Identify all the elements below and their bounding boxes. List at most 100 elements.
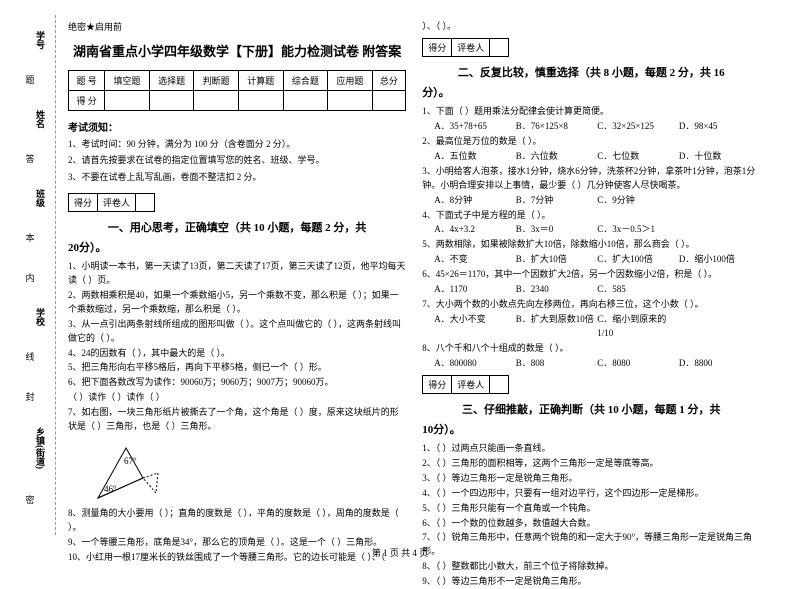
triangle-svg <box>88 438 168 503</box>
paper-title: 湖南省重点小学四年级数学【下册】能力检测试卷 附答案 <box>68 41 406 60</box>
th: 题 号 <box>69 71 105 91</box>
td[interactable] <box>328 91 373 111</box>
side-char-5: 封 <box>15 390 45 403</box>
section-1-sub: 20分）。 <box>68 239 406 255</box>
option: C．32×25×125 <box>597 120 679 134</box>
option: D．8800 <box>679 357 761 371</box>
side-char-4: 线 <box>15 350 45 363</box>
option: C．3x－0.5＞1 <box>597 223 679 237</box>
q-item: 2、（ ）三角形的面积相等，这两个三角形一定是等底等高。 <box>422 457 760 471</box>
options-row: A．800080B．808C．8080D．8800 <box>422 357 760 371</box>
q-item: 6、（ ）一个数的位数越多，数值越大合数。 <box>422 517 760 531</box>
options-row: A．8分钟B．7分钟C．9分钟 <box>422 194 760 208</box>
option: A．不变 <box>434 253 516 267</box>
q-item: 7、大小两个数的小数点先向左移两位，再向右移三位，这个小数（ ）。 <box>422 298 760 312</box>
q-item: 5、（ ）三角形只能有一个直角或一个钝角。 <box>422 502 760 516</box>
option: B．3x＝0 <box>516 223 598 237</box>
option: B．六位数 <box>516 150 598 164</box>
option: D．缩小100倍 <box>679 253 761 267</box>
td[interactable] <box>238 91 283 111</box>
section-1-title: 一、用心思考，正确填空（共 10 小题，每题 2 分，共 <box>68 219 406 235</box>
page-footer: 第 1 页 共 4 页 <box>0 546 800 559</box>
th: 总分 <box>372 71 406 91</box>
q-item: 4、下面式子中是方程的是（ ）。 <box>422 209 760 223</box>
eval-score: 得分 <box>423 376 452 393</box>
q-item: 4、（ ）一个四边形中，只要有一组对边平行，这个四边形一定是梯形。 <box>422 487 760 501</box>
q-item: ）、（ ）。 <box>422 20 760 34</box>
td[interactable] <box>283 91 328 111</box>
eval-blank[interactable] <box>136 194 154 211</box>
th: 综合题 <box>283 71 328 91</box>
option: B．808 <box>516 357 598 371</box>
option <box>679 313 761 341</box>
td: 得 分 <box>69 91 105 111</box>
q-item: 1、小明读一本书，第一天读了13页，第二天读了17页，第三天读了12页，他平均每… <box>68 260 406 288</box>
q-item: 9、（ ）等边三角形不一定是锐角三角形。 <box>422 575 760 589</box>
eval-grader: 评卷人 <box>452 39 490 56</box>
option <box>679 223 761 237</box>
option: C．585 <box>597 283 679 297</box>
option: C．9分钟 <box>597 194 679 208</box>
td[interactable] <box>372 91 406 111</box>
q-item: 2、最高位是万位的数是（ ）。 <box>422 135 760 149</box>
angle-2: 46° <box>104 484 117 494</box>
option: B．2340 <box>516 283 598 297</box>
th: 计算题 <box>238 71 283 91</box>
q-item: 3、从一点引出两条射线所组成的图形叫做（ ）。这个点叫做它的（ ），这两条射线叫… <box>68 318 406 346</box>
q3-list: 1、（ ）过两点只能画一条直线。2、（ ）三角形的面积相等，这两个三角形一定是等… <box>422 442 760 589</box>
options-row: A．五位数B．六位数C．七位数D．十位数 <box>422 150 760 164</box>
q-item: 8、八个千和八个十组成的数是（ ）。 <box>422 342 760 356</box>
side-char-2: 本 <box>15 231 45 244</box>
section-3-sub: 10分）。 <box>422 421 760 437</box>
notice-item: 2、请首先按要求在试卷的指定位置填写您的姓名、班级、学号。 <box>68 153 406 168</box>
option <box>679 194 761 208</box>
options-row: A．大小不变B．扩大到原数10倍C．缩小到原来的1/10 <box>422 313 760 341</box>
option: A．1170 <box>434 283 516 297</box>
eval-box: 得分 评卷人 <box>68 193 155 212</box>
section-3-title: 三、仔细推敲，正确判断（共 10 小题，每题 1 分，共 <box>422 401 760 417</box>
q-item: 4、24的因数有（ ），其中最大的是（ ）。 <box>68 347 406 361</box>
eval-blank[interactable] <box>490 39 508 56</box>
q-item: 3、（ ）等边三角形一定是锐角三角形。 <box>422 472 760 486</box>
option: D．十位数 <box>679 150 761 164</box>
option: A．8分钟 <box>434 194 516 208</box>
q1c: ）、（ ）。 <box>422 20 760 34</box>
q-item: 2、两数相乘积是40，如果一个乘数缩小5，另一个乘数不变，那么积是（ ）；如果一… <box>68 289 406 317</box>
option: A．4x+3.2 <box>434 223 516 237</box>
td[interactable] <box>149 91 194 111</box>
score-table: 题 号 填空题 选择题 判断题 计算题 综合题 应用题 总分 得 分 <box>68 70 406 111</box>
option: A．35+78+65 <box>434 120 516 134</box>
left-column: 绝密★启用前 湖南省重点小学四年级数学【下册】能力检测试卷 附答案 题 号 填空… <box>60 20 414 535</box>
side-town: 乡镇(街道) <box>15 427 45 469</box>
th: 填空题 <box>105 71 150 91</box>
section-2-sub: 分）。 <box>422 84 760 100</box>
side-char-6: 密 <box>15 493 45 506</box>
eval-box-3: 得分 评卷人 <box>422 375 509 394</box>
eval-box-2: 得分 评卷人 <box>422 38 509 57</box>
eval-score: 得分 <box>423 39 452 56</box>
q-item: 6、45×26＝1170，其中一个因数扩大2倍，另一个因数缩小2倍，积是（ ）。 <box>422 268 760 282</box>
side-label-strip: 学号 题 姓名 答 班级 本 内 学校 线 封 乡镇(街道) 密 <box>15 20 45 520</box>
side-char-1: 答 <box>15 152 45 165</box>
angle-1: 67° <box>124 456 137 466</box>
side-class: 班级 <box>15 189 45 207</box>
page-container: 绝密★启用前 湖南省重点小学四年级数学【下册】能力检测试卷 附答案 题 号 填空… <box>0 0 800 545</box>
side-char-0: 题 <box>15 73 45 86</box>
q-item: 6、把下面各数改写为读作：90060万；9060万；9007万；90060万。 <box>68 376 406 390</box>
table-row: 得 分 <box>69 91 406 111</box>
td[interactable] <box>105 91 150 111</box>
side-char-3: 内 <box>15 271 45 284</box>
options-row: A．4x+3.2B．3x＝0C．3x－0.5＞1 <box>422 223 760 237</box>
td[interactable] <box>194 91 239 111</box>
eval-blank[interactable] <box>490 376 508 393</box>
q-item: 5、把三角形向右平移5格后，再向下平移5格，侧已一个（ ）形。 <box>68 361 406 375</box>
q-item: 1、下面（ ）题用乘法分配律会使计算更简便。 <box>422 105 760 119</box>
q-item: 7、如右图，一块三角形纸片被撕去了一个角，这个角是（ ）度，原来这块纸片的形状是… <box>68 406 406 434</box>
th: 选择题 <box>149 71 194 91</box>
section-2-title: 二、反复比较，慎重选择（共 8 小题，每题 2 分，共 16 <box>422 64 760 80</box>
q2-list: 1、下面（ ）题用乘法分配律会使计算更简便。A．35+78+65B．76×125… <box>422 105 760 371</box>
table-row: 题 号 填空题 选择题 判断题 计算题 综合题 应用题 总分 <box>69 71 406 91</box>
option <box>679 283 761 297</box>
options-row: A．1170B．2340C．585 <box>422 283 760 297</box>
notice-item: 1、考试时间：90 分钟，满分为 100 分（含卷面分 2 分）。 <box>68 137 406 152</box>
